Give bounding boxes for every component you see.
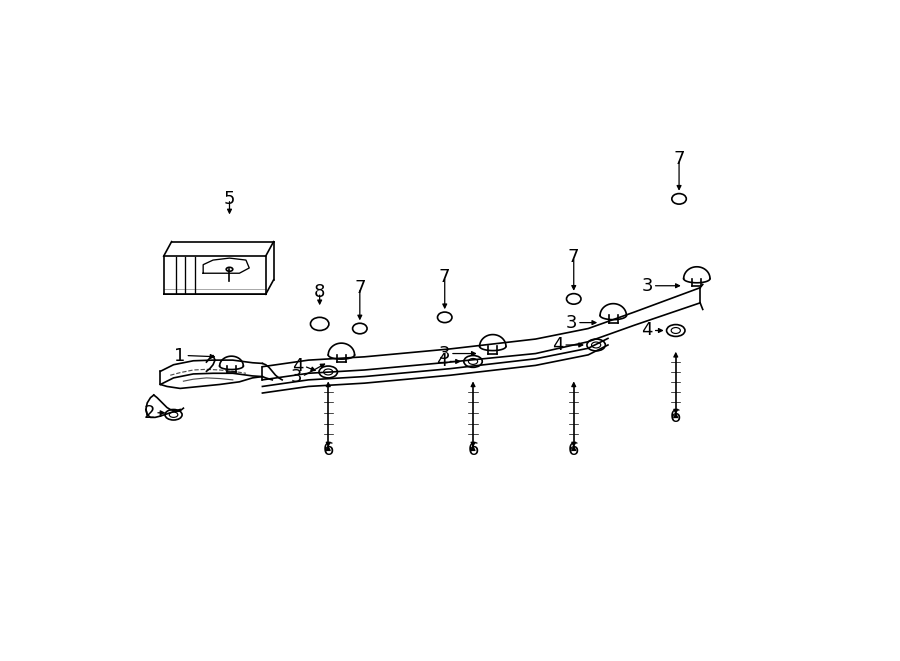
Text: 2: 2 <box>144 404 155 422</box>
Text: 8: 8 <box>314 284 326 301</box>
Ellipse shape <box>226 267 233 271</box>
Text: 3: 3 <box>291 368 302 385</box>
Text: 3: 3 <box>565 313 577 332</box>
Text: 6: 6 <box>322 442 334 459</box>
Text: 7: 7 <box>673 150 685 169</box>
Text: 6: 6 <box>670 408 681 426</box>
Text: 1: 1 <box>174 346 185 364</box>
Text: 4: 4 <box>292 357 304 375</box>
Text: 4: 4 <box>641 321 652 340</box>
Text: 7: 7 <box>439 268 451 286</box>
Text: 4: 4 <box>436 352 447 370</box>
Text: 6: 6 <box>568 442 580 459</box>
Text: 6: 6 <box>467 442 479 459</box>
Text: 7: 7 <box>354 279 365 297</box>
Text: 3: 3 <box>641 277 652 295</box>
Text: 4: 4 <box>552 336 563 354</box>
Text: 3: 3 <box>438 344 450 362</box>
Text: 5: 5 <box>224 190 235 208</box>
Text: 7: 7 <box>568 248 580 266</box>
